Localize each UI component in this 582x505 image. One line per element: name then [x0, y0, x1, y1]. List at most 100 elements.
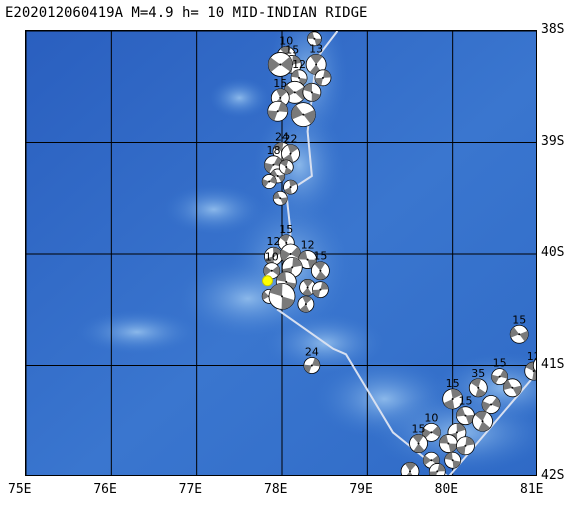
focal-mechanism: 22: [281, 133, 300, 164]
depth-label: 15: [279, 223, 293, 236]
longitude-label: 75E: [8, 482, 32, 497]
compression-quadrant: [491, 374, 500, 384]
compression-quadrant: [519, 330, 529, 342]
focal-mechanism: [278, 159, 294, 175]
focal-mechanism: 15: [310, 250, 330, 281]
compression-quadrant: [280, 46, 292, 56]
map-title: E202012060419A M=4.9 h= 10 MID-INDIAN RI…: [5, 5, 368, 21]
depth-label: 15: [412, 423, 426, 436]
compression-quadrant: [284, 187, 292, 195]
depth-label: 13: [309, 42, 323, 55]
focal-mechanism: 12: [298, 239, 318, 269]
focal-mechanism: 12: [264, 235, 283, 266]
focal-mechanism: [444, 451, 462, 469]
compression-quadrant: [298, 250, 308, 260]
compression-quadrant: [276, 271, 287, 282]
depth-label: 10: [265, 251, 279, 264]
compression-quadrant: [532, 371, 536, 381]
focal-mechanism: 12: [532, 345, 536, 373]
compression-quadrant: [422, 427, 432, 439]
compression-quadrant: [273, 191, 281, 200]
compression-quadrant: [412, 434, 424, 444]
compression-quadrant: [456, 445, 466, 455]
compression-quadrant: [474, 411, 487, 422]
depth-label: 12: [292, 58, 306, 71]
map-area: 1510151213152422181512121510241512121535…: [25, 30, 537, 476]
longitude-label: 77E: [178, 482, 203, 497]
focal-mechanism: 10: [421, 411, 441, 442]
depth-label: 24: [305, 346, 319, 359]
latitude-label: 38S: [541, 22, 565, 37]
compression-quadrant: [413, 443, 425, 453]
depth-label: 24: [275, 130, 289, 143]
focal-mechanism: [472, 410, 493, 432]
compression-quadrant: [310, 54, 323, 65]
compression-quadrant: [431, 426, 441, 437]
compression-quadrant: [264, 162, 274, 173]
focal-mechanism: 15: [491, 357, 509, 386]
depth-label: 22: [284, 133, 298, 146]
compression-quadrant: [267, 110, 278, 121]
compression-quadrant: [307, 32, 315, 39]
depth-label: 10: [279, 35, 293, 48]
compression-quadrant: [272, 247, 283, 257]
focal-mechanism: [456, 436, 475, 456]
latitude-label: 40S: [541, 245, 565, 260]
depth-label: 15: [307, 31, 321, 33]
depth-label: 15: [446, 377, 460, 390]
compression-quadrant: [423, 455, 432, 466]
event-location-marker: [261, 275, 273, 287]
focal-mechanism: [502, 378, 522, 398]
focal-mechanism: [302, 82, 322, 102]
compression-quadrant: [303, 364, 312, 373]
longitude-label: 79E: [349, 482, 373, 497]
compression-quadrant: [510, 327, 520, 338]
compression-quadrant: [405, 462, 417, 472]
compression-quadrant: [315, 270, 327, 280]
focal-mechanisms: 1510151213152422181512121510241512121535…: [261, 31, 536, 475]
compression-quadrant: [291, 69, 300, 78]
compression-quadrant: [299, 304, 310, 313]
compression-quadrant: [478, 421, 491, 432]
compression-quadrant: [302, 296, 312, 305]
compression-quadrant: [292, 55, 302, 65]
compression-quadrant: [292, 257, 303, 268]
focal-mechanism: [438, 434, 458, 453]
compression-quadrant: [280, 197, 288, 205]
depth-label: 15: [313, 250, 327, 263]
focal-mechanism: 10: [263, 251, 281, 280]
depth-label: 12: [301, 239, 315, 252]
focal-mechanism: [297, 295, 315, 313]
compression-quadrant: [456, 423, 466, 433]
compression-quadrant: [280, 160, 289, 168]
depth-label: 18: [266, 144, 280, 157]
focal-mechanism: [272, 190, 288, 206]
compression-quadrant: [320, 281, 329, 290]
compression-quadrant: [291, 105, 304, 120]
compression-quadrant: [465, 436, 475, 446]
compression-quadrant: [475, 387, 486, 397]
compression-quadrant: [525, 362, 536, 372]
map-canvas: 1510151213152422181512121510241512121535…: [26, 31, 536, 475]
compression-quadrant: [307, 259, 317, 269]
depth-label: 12: [266, 235, 280, 248]
latitude-label: 42S: [541, 468, 565, 483]
compression-quadrant: [290, 246, 301, 259]
compression-quadrant: [280, 234, 290, 243]
longitude-label: 80E: [434, 482, 459, 497]
compression-quadrant: [534, 369, 536, 372]
focal-mechanism: 15: [456, 395, 475, 426]
compression-quadrant: [512, 385, 522, 396]
compression-quadrant: [311, 358, 320, 367]
compression-quadrant: [303, 83, 313, 93]
compression-quadrant: [443, 398, 455, 409]
focal-mechanism: [314, 69, 332, 87]
compression-quadrant: [312, 289, 321, 298]
compression-quadrant: [314, 38, 322, 46]
compression-quadrant: [276, 88, 287, 98]
compression-quadrant: [482, 401, 492, 412]
compression-quadrant: [314, 77, 323, 86]
compression-quadrant: [277, 101, 288, 113]
focal-mechanism: [267, 52, 293, 77]
compression-quadrant: [277, 174, 285, 183]
